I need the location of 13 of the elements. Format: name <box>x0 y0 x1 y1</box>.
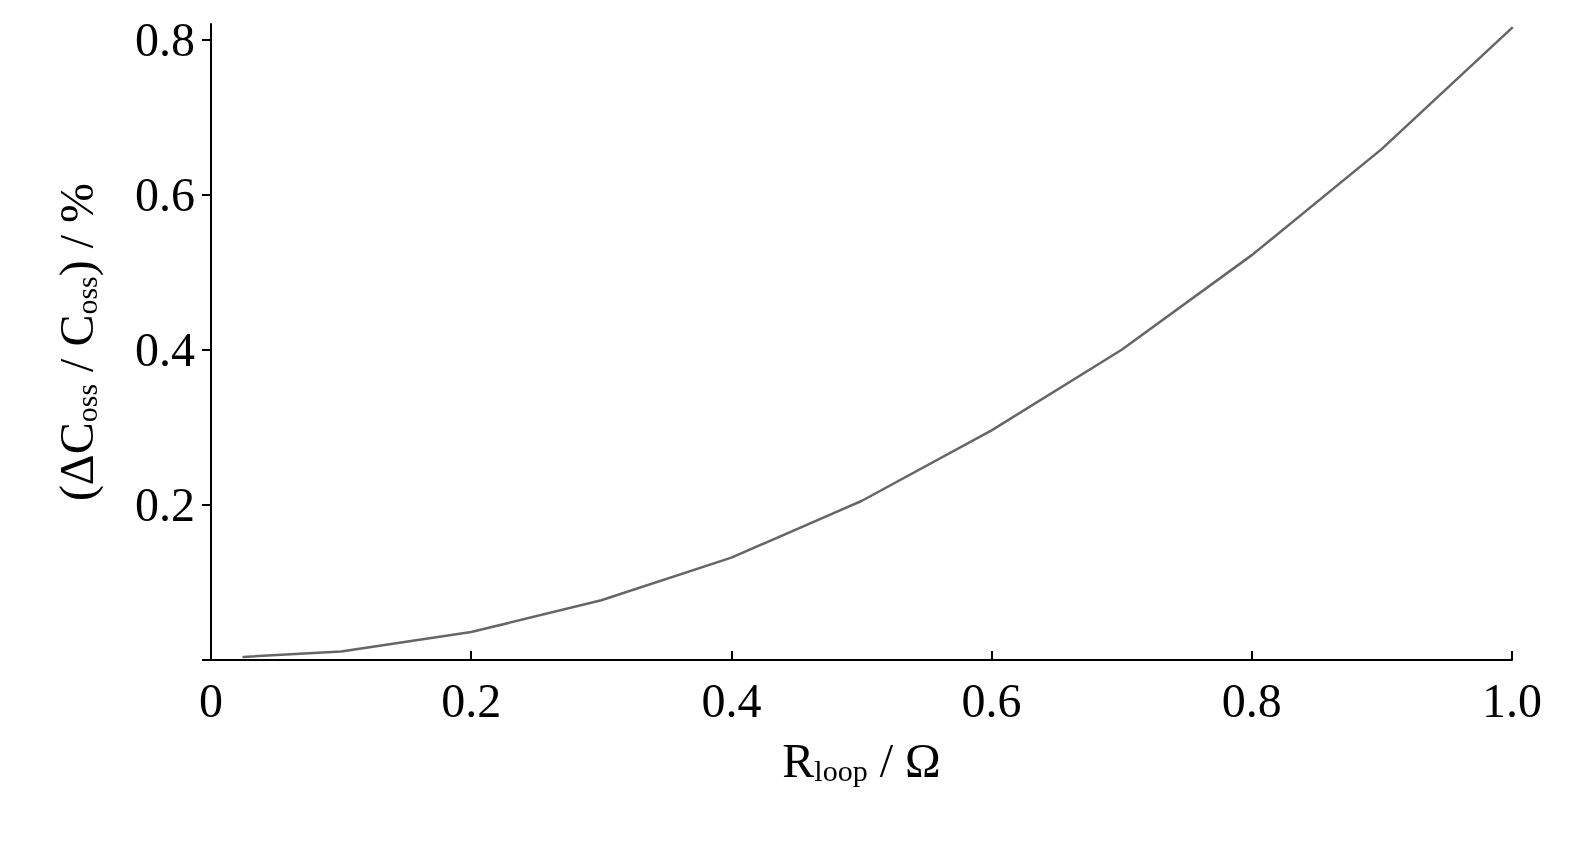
line-series <box>242 26 1514 659</box>
x-tick-label: 0.4 <box>701 673 762 727</box>
x-tick-label: 0 <box>199 673 223 727</box>
x-tick-label: 0.8 <box>1221 673 1282 727</box>
y-tick-label: 0.2 <box>135 478 195 532</box>
x-axis-title: Rloop / Ω <box>782 733 941 787</box>
y-tick-label: 0.6 <box>135 168 195 222</box>
y-tick-label: 0.4 <box>135 323 195 377</box>
x-tick-label: 0.6 <box>961 673 1022 727</box>
x-tick-label: 1.0 <box>1482 673 1542 727</box>
y-axis-title: (ΔCoss / Coss) / % <box>49 182 104 502</box>
x-tick-label: 0.2 <box>441 673 502 727</box>
y-tick-label: 0.8 <box>135 13 195 67</box>
